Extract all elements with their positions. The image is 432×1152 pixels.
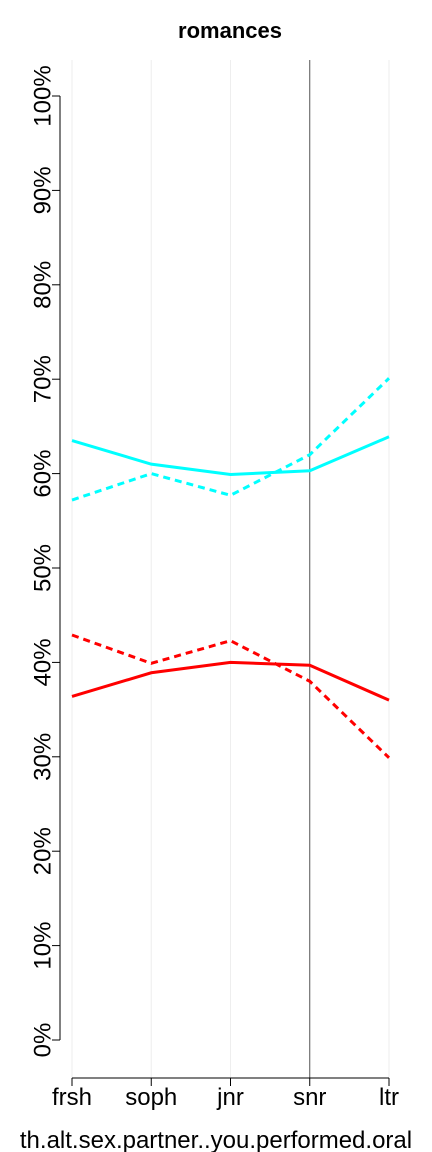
series-line bbox=[71, 660, 390, 702]
x-tick-label: jnr bbox=[216, 1084, 244, 1111]
y-tick-label: 90% bbox=[29, 166, 56, 214]
y-tick-label: 30% bbox=[29, 733, 56, 781]
x-axis-label: th.alt.sex.partner..you.performed.oral bbox=[20, 1127, 412, 1152]
x-tick-label: soph bbox=[125, 1084, 177, 1111]
x-tick-label: snr bbox=[293, 1084, 326, 1111]
y-tick-label: 80% bbox=[29, 261, 56, 309]
y-tick-label: 10% bbox=[29, 922, 56, 970]
y-tick-label: 40% bbox=[29, 638, 56, 686]
y-tick-label: 20% bbox=[29, 827, 56, 875]
chart-title: romances bbox=[178, 18, 282, 43]
y-tick-label: 100% bbox=[29, 65, 56, 126]
x-tick-label: ltr bbox=[379, 1084, 399, 1111]
y-tick-label: 70% bbox=[29, 355, 56, 403]
series-line bbox=[71, 435, 390, 477]
series-line bbox=[71, 377, 391, 502]
y-tick-label: 60% bbox=[29, 450, 56, 498]
x-tick-label: frsh bbox=[52, 1084, 92, 1111]
y-tick-label: 0% bbox=[29, 1023, 56, 1058]
series-line bbox=[71, 633, 391, 759]
y-tick-label: 50% bbox=[29, 544, 56, 592]
